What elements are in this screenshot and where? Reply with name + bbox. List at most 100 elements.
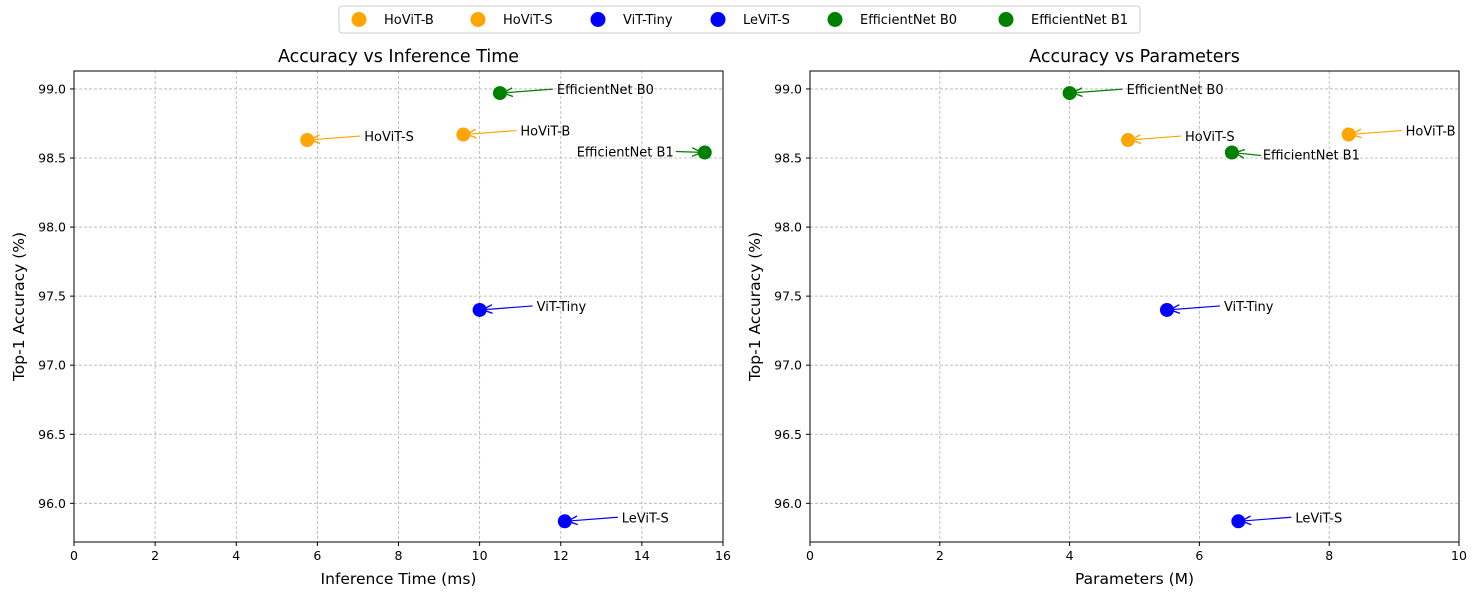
y-tick-label: 98.0	[38, 220, 66, 235]
scatter-point	[1341, 127, 1356, 142]
chart-panel-parameters: 0 2 4 6 8 10 96.0 96.5 97.0 97.5 98.0 98.5 99.0 Accur…	[746, 47, 1467, 588]
legend-entry-vit-tiny: ViT-Tiny	[590, 12, 673, 28]
y-tick-label: 96.0	[38, 496, 66, 511]
scatter-point	[1224, 145, 1239, 160]
annotation-arrow	[675, 151, 702, 152]
legend-marker	[998, 12, 1014, 27]
legend-marker	[590, 12, 606, 27]
scatter-point	[1121, 133, 1136, 148]
y-tick-label: 97.0	[38, 358, 66, 373]
y-tick-label: 99.0	[38, 81, 66, 96]
legend-entry-hovit-b: HoViT-B	[351, 12, 434, 28]
x-tick-label: 8	[395, 548, 403, 563]
point-hovit-s: HoViT-S	[300, 130, 414, 148]
annotation-arrow	[1073, 89, 1123, 93]
annotation-arrow	[503, 89, 553, 93]
x-tick-label: 10	[1451, 548, 1467, 563]
legend-entry-levit-s: LeViT-S	[710, 12, 790, 28]
annotation-arrow	[483, 306, 533, 310]
legend-label: EfficientNet B1	[1031, 13, 1128, 28]
y-tick-label: 96.5	[38, 427, 66, 442]
x-tick-label: 4	[232, 548, 240, 563]
annotation-arrow	[1352, 131, 1402, 135]
point-hovit-s: HoViT-S	[1121, 130, 1235, 148]
point-label: EfficientNet B0	[1127, 83, 1224, 98]
x-tick-label: 10	[472, 548, 488, 563]
point-label: HoViT-S	[364, 130, 414, 145]
x-tick-label: 8	[1325, 548, 1333, 563]
y-tick-label: 97.5	[38, 289, 66, 304]
point-levit-s: LeViT-S	[557, 511, 669, 529]
legend-marker	[470, 12, 486, 27]
point-efficientnet-b0: EfficientNet B0	[492, 83, 654, 101]
point-label: ViT-Tiny	[1224, 300, 1274, 315]
x-axis-label: Inference Time (ms)	[321, 570, 477, 588]
scatter-point	[472, 302, 487, 317]
scatter-point	[300, 133, 315, 148]
scatter-point	[1062, 86, 1077, 101]
legend-label: ViT-Tiny	[623, 13, 673, 28]
legend-marker	[351, 12, 367, 27]
point-efficientnet-b0: EfficientNet B0	[1062, 83, 1224, 101]
scatter-point	[1159, 302, 1174, 317]
annotation-arrow	[568, 517, 618, 521]
legend: HoViT-B HoViT-S ViT-Tiny LeViT-S EfficientNe…	[338, 5, 1141, 34]
scatter-point	[1231, 514, 1246, 529]
point-label: EfficientNet B1	[1263, 148, 1360, 163]
chart-title: Accuracy vs Parameters	[1029, 47, 1240, 67]
point-hovit-b: HoViT-B	[1341, 125, 1456, 142]
plot-frame	[73, 70, 724, 543]
scatter-point	[697, 145, 712, 160]
legend-entry-hovit-s: HoViT-S	[470, 12, 553, 28]
scatter-point	[557, 514, 572, 529]
x-tick-label: 14	[634, 548, 650, 563]
y-tick-label: 98.0	[774, 220, 802, 235]
y-tick-label: 97.0	[774, 358, 802, 373]
annotation-arrow	[310, 136, 361, 140]
annotation-arrow	[1131, 136, 1182, 140]
chart-panel-inference-time: 0 2 4 6 8 10 12 14 16 96.0 96.5 97.0 97.5 98.0 98.5 99.…	[10, 47, 731, 588]
x-tick-label: 0	[70, 548, 78, 563]
legend-marker	[710, 12, 726, 27]
x-tick-label: 4	[1066, 548, 1074, 563]
annotation-arrow	[466, 131, 517, 135]
x-tick-label: 2	[936, 548, 944, 563]
annotation-arrow	[1170, 306, 1220, 310]
point-efficientnet-b1: EfficientNet B1	[577, 145, 712, 160]
y-tick-label: 99.0	[774, 81, 802, 96]
annotation-arrow	[1241, 517, 1292, 521]
point-efficientnet-b1: EfficientNet B1	[1224, 145, 1360, 163]
point-vit-tiny: ViT-Tiny	[472, 300, 587, 317]
x-axis-label: Parameters (M)	[1075, 570, 1194, 588]
point-vit-tiny: ViT-Tiny	[1159, 300, 1274, 317]
scatter-point	[456, 127, 471, 142]
x-tick-label: 6	[1195, 548, 1203, 563]
legend-label: HoViT-B	[384, 13, 434, 28]
scatter-point	[492, 86, 507, 101]
point-hovit-b: HoViT-B	[456, 125, 570, 142]
y-tick-label: 98.5	[38, 151, 66, 166]
legend-label: EfficientNet B0	[860, 13, 957, 28]
legend-entry-efficientnet-b1: EfficientNet B1	[998, 12, 1128, 28]
annotation-arrow	[1235, 153, 1261, 156]
chart-title: Accuracy vs Inference Time	[278, 47, 519, 67]
y-tick-label: 98.5	[774, 151, 802, 166]
point-label: HoViT-B	[520, 125, 570, 140]
y-axis-label: Top-1 Accuracy (%)	[10, 232, 28, 382]
point-label: HoViT-S	[1185, 130, 1235, 145]
plot-frame	[809, 70, 1460, 543]
y-tick-label: 96.0	[774, 496, 802, 511]
point-label: ViT-Tiny	[537, 300, 587, 315]
point-label: LeViT-S	[1295, 511, 1342, 526]
grid	[809, 71, 1460, 542]
x-tick-label: 6	[313, 548, 321, 563]
y-tick-label: 96.5	[774, 427, 802, 442]
point-label: HoViT-B	[1406, 125, 1456, 140]
legend-entry-efficientnet-b0: EfficientNet B0	[827, 12, 957, 28]
point-label: EfficientNet B0	[557, 83, 654, 98]
point-label: EfficientNet B1	[577, 145, 674, 160]
legend-marker	[827, 12, 843, 27]
point-levit-s: LeViT-S	[1231, 511, 1342, 529]
y-axis-label: Top-1 Accuracy (%)	[746, 232, 764, 382]
